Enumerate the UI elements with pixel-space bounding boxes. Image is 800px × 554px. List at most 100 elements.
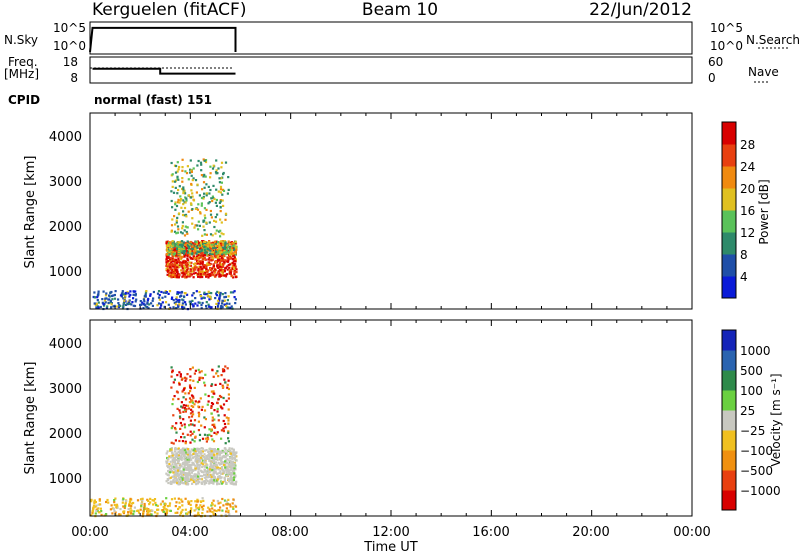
power-cbar-tick-24: 24: [740, 160, 755, 174]
data-cell: [222, 504, 225, 507]
data-cell: [124, 291, 127, 295]
data-cell: [189, 476, 192, 479]
colorbar-swatch: [722, 166, 736, 189]
data-cell: [235, 271, 238, 274]
data-cell: [180, 510, 183, 513]
data-cell: [95, 302, 98, 305]
data-cell: [176, 201, 180, 204]
data-cell: [206, 242, 209, 245]
data-cell: [220, 166, 223, 169]
data-cell: [203, 476, 206, 479]
data-cell: [169, 244, 172, 247]
data-cell: [183, 206, 187, 210]
data-cell: [177, 251, 180, 254]
data-cell: [214, 201, 217, 204]
data-cell: [184, 458, 188, 461]
data-cell: [215, 159, 218, 162]
data-cell: [189, 171, 192, 174]
data-cell: [94, 505, 97, 508]
data-cell: [181, 304, 184, 307]
data-cell: [203, 229, 206, 232]
data-cell: [184, 303, 187, 306]
data-cell: [229, 291, 233, 294]
data-cell: [90, 514, 93, 517]
data-cell: [205, 244, 208, 247]
data-cell: [167, 248, 170, 251]
power-panel: Slant Range [km] 4000 3000 2000 1000: [23, 112, 693, 311]
data-cell: [208, 459, 211, 462]
data-cell: [202, 296, 205, 299]
data-cell: [199, 262, 202, 265]
data-cell: [175, 296, 178, 299]
data-cell: [194, 258, 198, 261]
data-cell: [221, 300, 224, 304]
nsky-tick-bottom: 10^0: [53, 39, 86, 53]
data-cell: [183, 436, 186, 439]
data-cell: [205, 481, 208, 485]
data-cell: [150, 513, 153, 516]
data-cell: [193, 440, 196, 443]
data-cell: [176, 469, 179, 472]
data-cell: [182, 210, 185, 213]
data-cell: [99, 507, 102, 510]
colorbar-swatch: [722, 254, 736, 277]
data-cell: [215, 248, 219, 252]
data-cell: [184, 404, 187, 407]
data-cell: [178, 466, 181, 469]
data-cell: [167, 256, 170, 259]
data-cell: [154, 511, 157, 514]
data-cell: [233, 256, 236, 259]
data-cell: [234, 298, 237, 301]
data-cell: [224, 253, 227, 256]
data-cell: [207, 400, 210, 403]
power-ytick-2000: 2000: [49, 220, 82, 235]
data-cell: [226, 462, 229, 465]
data-cell: [169, 509, 172, 512]
velocity-cbar-tick-neg1000: −1000: [740, 484, 781, 498]
data-cell: [178, 469, 181, 472]
data-cell: [191, 294, 194, 297]
data-cell: [179, 512, 182, 515]
data-cell: [221, 269, 224, 272]
data-cell: [212, 273, 215, 276]
data-cell: [181, 406, 184, 409]
data-cell: [189, 267, 192, 271]
data-cell: [180, 424, 183, 427]
data-cell: [200, 376, 203, 379]
data-cell: [218, 297, 221, 300]
data-cell: [141, 301, 144, 304]
data-cell: [214, 244, 218, 247]
data-cell: [191, 410, 194, 413]
data-cell: [215, 229, 218, 232]
data-cell: [231, 476, 234, 479]
data-cell: [181, 272, 184, 275]
data-cell: [232, 276, 235, 279]
data-cell: [174, 275, 177, 279]
data-cell: [197, 508, 201, 511]
data-cell: [197, 159, 200, 163]
data-cell: [170, 261, 173, 264]
data-cell: [135, 298, 138, 301]
data-cell: [223, 478, 226, 481]
data-cell: [174, 201, 177, 204]
data-cell: [219, 243, 222, 246]
data-cell: [183, 458, 186, 461]
data-cell: [183, 423, 186, 426]
data-cell: [166, 270, 169, 273]
data-cell: [191, 299, 194, 302]
colorbar-swatch: [722, 232, 736, 255]
data-cell: [96, 299, 99, 302]
data-cell: [187, 270, 190, 273]
data-cell: [184, 473, 187, 476]
data-cell: [200, 481, 203, 484]
data-cell: [201, 465, 204, 469]
data-cell: [96, 509, 99, 512]
data-cell: [199, 397, 202, 400]
data-cell: [220, 256, 223, 259]
data-cell: [111, 298, 114, 301]
data-cell: [215, 274, 218, 277]
data-cell: [189, 434, 192, 437]
data-cell: [186, 226, 189, 229]
data-cell: [187, 248, 190, 252]
data-cell: [235, 246, 238, 249]
